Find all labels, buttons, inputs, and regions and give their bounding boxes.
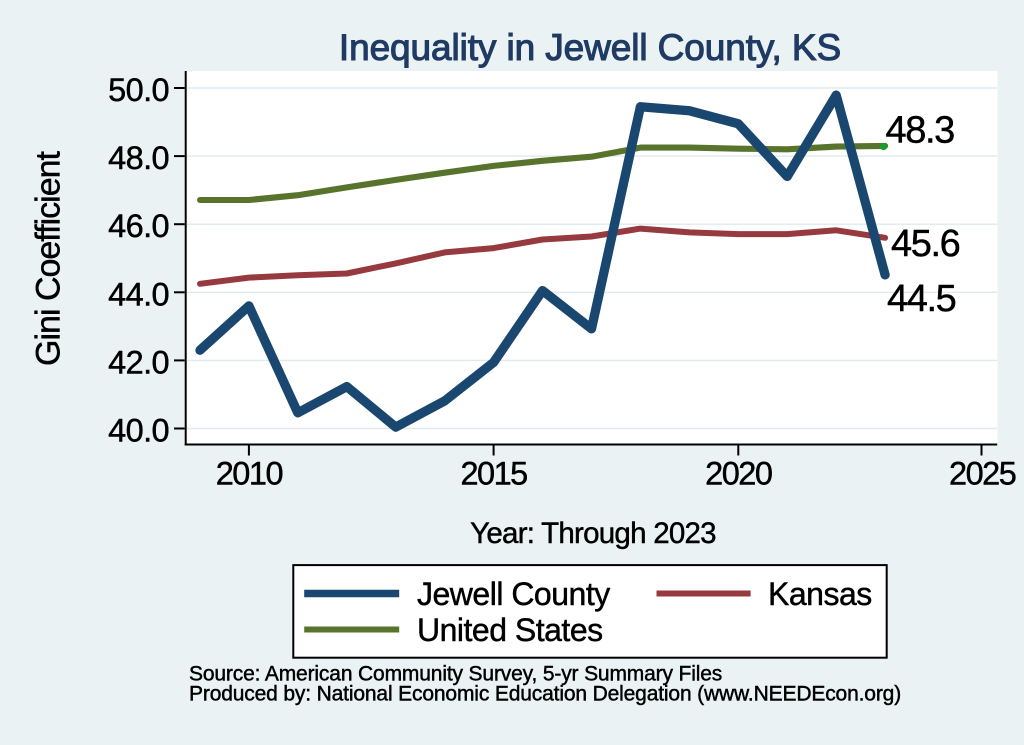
- svg-text:Gini Coefficient: Gini Coefficient: [30, 150, 68, 365]
- svg-text:Year: Through 2023: Year: Through 2023: [470, 517, 716, 550]
- svg-text:Kansas: Kansas: [768, 576, 872, 612]
- svg-text:46.0: 46.0: [108, 208, 169, 244]
- svg-text:Inequality in Jewell County, K: Inequality in Jewell County, KS: [339, 27, 841, 68]
- svg-text:44.0: 44.0: [108, 276, 169, 312]
- svg-text:48.0: 48.0: [108, 140, 169, 176]
- svg-text:45.6: 45.6: [891, 223, 960, 265]
- svg-text:42.0: 42.0: [108, 344, 169, 380]
- svg-text:Produced by: National Economic: Produced by: National Economic Education…: [189, 683, 901, 706]
- svg-text:2025: 2025: [949, 456, 1016, 492]
- svg-text:40.0: 40.0: [108, 413, 169, 449]
- svg-text:Source: American Community Sur: Source: American Community Survey, 5-yr …: [189, 663, 722, 686]
- svg-text:2010: 2010: [216, 456, 283, 492]
- svg-text:Jewell County: Jewell County: [417, 576, 610, 612]
- svg-text:44.5: 44.5: [887, 278, 956, 320]
- svg-text:2015: 2015: [460, 456, 527, 492]
- svg-text:48.3: 48.3: [886, 110, 955, 152]
- svg-text:United States: United States: [417, 612, 603, 648]
- svg-text:2020: 2020: [705, 456, 772, 492]
- svg-text:50.0: 50.0: [108, 72, 169, 108]
